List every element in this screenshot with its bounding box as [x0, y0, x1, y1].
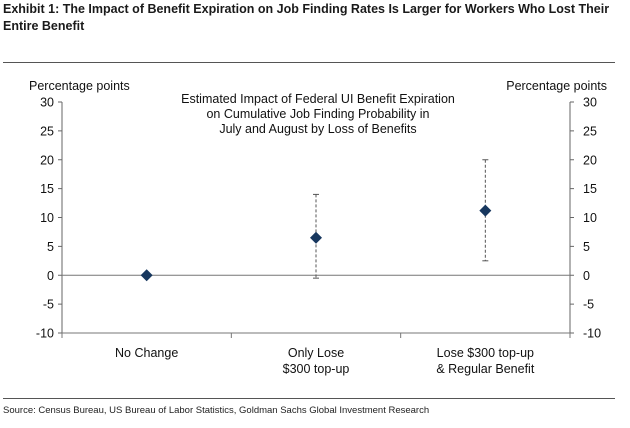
x-category-label: Only Lose [288, 346, 344, 360]
y-axis-label-right: Percentage points [506, 79, 607, 93]
exhibit-title: Exhibit 1: The Impact of Benefit Expirat… [3, 2, 610, 33]
top-divider [3, 62, 615, 63]
y-tick-label-right: 10 [583, 211, 597, 225]
y-tick-label-right: 25 [583, 124, 597, 138]
y-tick-label-left: 10 [40, 211, 54, 225]
y-tick-label-right: -10 [583, 327, 601, 341]
y-tick-label-left: 30 [40, 96, 54, 110]
chart-title-line: on Cumulative Job Finding Probability in [206, 107, 429, 121]
x-category-label: $300 top-up [283, 362, 350, 376]
source-note: Source: Census Bureau, US Bureau of Labo… [3, 405, 430, 416]
chart-title-line: Estimated Impact of Federal UI Benefit E… [181, 92, 455, 106]
x-category-label: Lose $300 top-up [437, 346, 534, 360]
y-tick-label-right: 5 [583, 240, 590, 254]
y-tick-label-left: -10 [36, 327, 54, 341]
y-tick-label-left: 15 [40, 182, 54, 196]
y-tick-label-right: -5 [583, 298, 594, 312]
chart-title: Estimated Impact of Federal UI Benefit E… [181, 92, 455, 136]
chart-area: Estimated Impact of Federal UI Benefit E… [29, 79, 607, 376]
y-tick-label-left: 25 [40, 124, 54, 138]
y-tick-label-left: 20 [40, 153, 54, 167]
y-tick-label-right: 20 [583, 153, 597, 167]
x-category-label: No Change [115, 346, 178, 360]
y-tick-label-right: 30 [583, 96, 597, 110]
y-tick-label-right: 0 [583, 269, 590, 283]
y-tick-label-right: 15 [583, 182, 597, 196]
data-point-diamond [140, 269, 153, 282]
plot-marks [140, 159, 492, 282]
x-category-label: & Regular Benefit [436, 362, 535, 376]
chart-title-line: July and August by Loss of Benefits [219, 122, 416, 136]
y-tick-label-left: 0 [47, 269, 54, 283]
y-axis-label-left: Percentage points [29, 79, 130, 93]
data-point-diamond [479, 204, 492, 217]
y-tick-label-left: -5 [43, 298, 54, 312]
y-tick-label-left: 5 [47, 240, 54, 254]
axes: -10 -10 -5 -5 0 0 5 5 10 10 15 15 20 20 25 25 30 30 [36, 96, 601, 341]
bottom-divider [3, 398, 615, 399]
data-point-diamond [310, 231, 322, 244]
x-axis-labels: No Change Only Lose $300 top-up Lose $300 t… [115, 346, 535, 376]
